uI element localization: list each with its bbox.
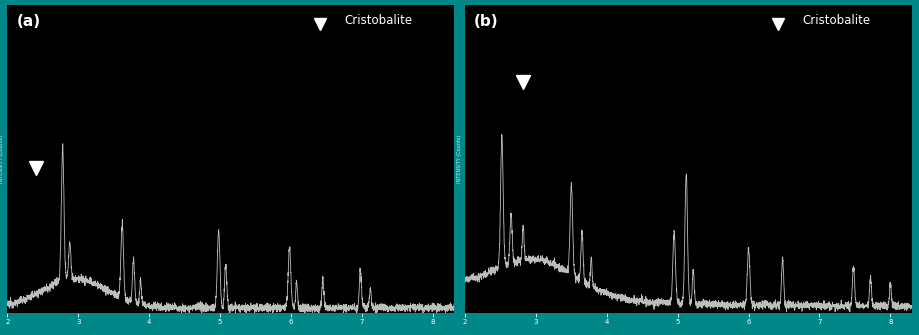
Text: INTENSITY (Counts): INTENSITY (Counts) — [0, 135, 5, 183]
Text: Cristobalite: Cristobalite — [345, 14, 413, 27]
Text: (b): (b) — [474, 14, 499, 29]
Text: (a): (a) — [17, 14, 40, 29]
Text: INTENSITY (Counts): INTENSITY (Counts) — [457, 135, 462, 183]
Text: Cristobalite: Cristobalite — [802, 14, 870, 27]
